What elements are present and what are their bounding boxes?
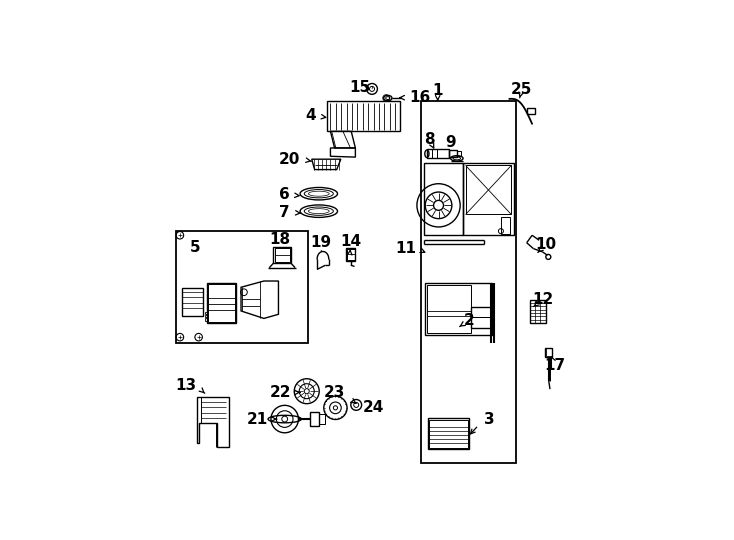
Bar — [275, 248, 290, 262]
Bar — [530, 300, 546, 322]
Bar — [205, 312, 207, 314]
Bar — [470, 317, 490, 328]
Text: 18: 18 — [269, 232, 290, 247]
Bar — [319, 414, 324, 424]
Text: 4: 4 — [305, 109, 316, 124]
Text: 13: 13 — [175, 379, 197, 393]
Bar — [175, 231, 308, 343]
Text: 14: 14 — [341, 234, 362, 249]
Bar — [448, 151, 457, 157]
Bar — [327, 102, 400, 131]
Bar — [428, 418, 469, 449]
Bar — [208, 285, 235, 322]
Bar — [427, 149, 448, 158]
Text: 16: 16 — [410, 90, 431, 105]
Bar — [425, 283, 492, 335]
Bar — [274, 246, 291, 263]
Bar — [346, 248, 355, 261]
Text: 21: 21 — [247, 411, 268, 427]
Bar — [205, 319, 207, 321]
Text: 12: 12 — [532, 292, 553, 307]
Bar — [470, 307, 490, 317]
Text: 6: 6 — [280, 187, 290, 202]
Bar — [463, 163, 515, 235]
Bar — [424, 163, 463, 235]
Text: 1: 1 — [432, 83, 443, 98]
Text: 7: 7 — [280, 205, 290, 220]
Text: 20: 20 — [279, 152, 300, 167]
Bar — [310, 413, 319, 426]
Bar — [205, 315, 207, 317]
Bar — [470, 307, 490, 328]
Text: 23: 23 — [324, 384, 345, 400]
Bar — [182, 288, 203, 316]
Bar — [427, 285, 470, 333]
Text: 9: 9 — [446, 135, 457, 150]
Bar — [545, 348, 553, 357]
Text: 10: 10 — [535, 238, 556, 252]
Bar — [457, 151, 461, 156]
Text: 15: 15 — [350, 80, 371, 95]
Text: 19: 19 — [310, 235, 332, 250]
Text: 8: 8 — [424, 132, 435, 147]
Text: 5: 5 — [190, 240, 200, 255]
Text: 11: 11 — [395, 241, 416, 256]
Bar — [421, 102, 516, 463]
Text: 25: 25 — [511, 82, 532, 97]
Bar — [546, 348, 552, 356]
Text: 22: 22 — [270, 385, 291, 400]
Text: 2: 2 — [464, 313, 474, 328]
Text: 3: 3 — [484, 411, 495, 427]
Bar — [501, 218, 510, 234]
Bar — [347, 248, 355, 260]
Bar — [206, 282, 236, 323]
Text: 24: 24 — [363, 400, 384, 415]
Bar — [527, 108, 535, 114]
Bar — [429, 420, 468, 448]
Text: 17: 17 — [545, 358, 565, 373]
Bar — [465, 165, 512, 214]
